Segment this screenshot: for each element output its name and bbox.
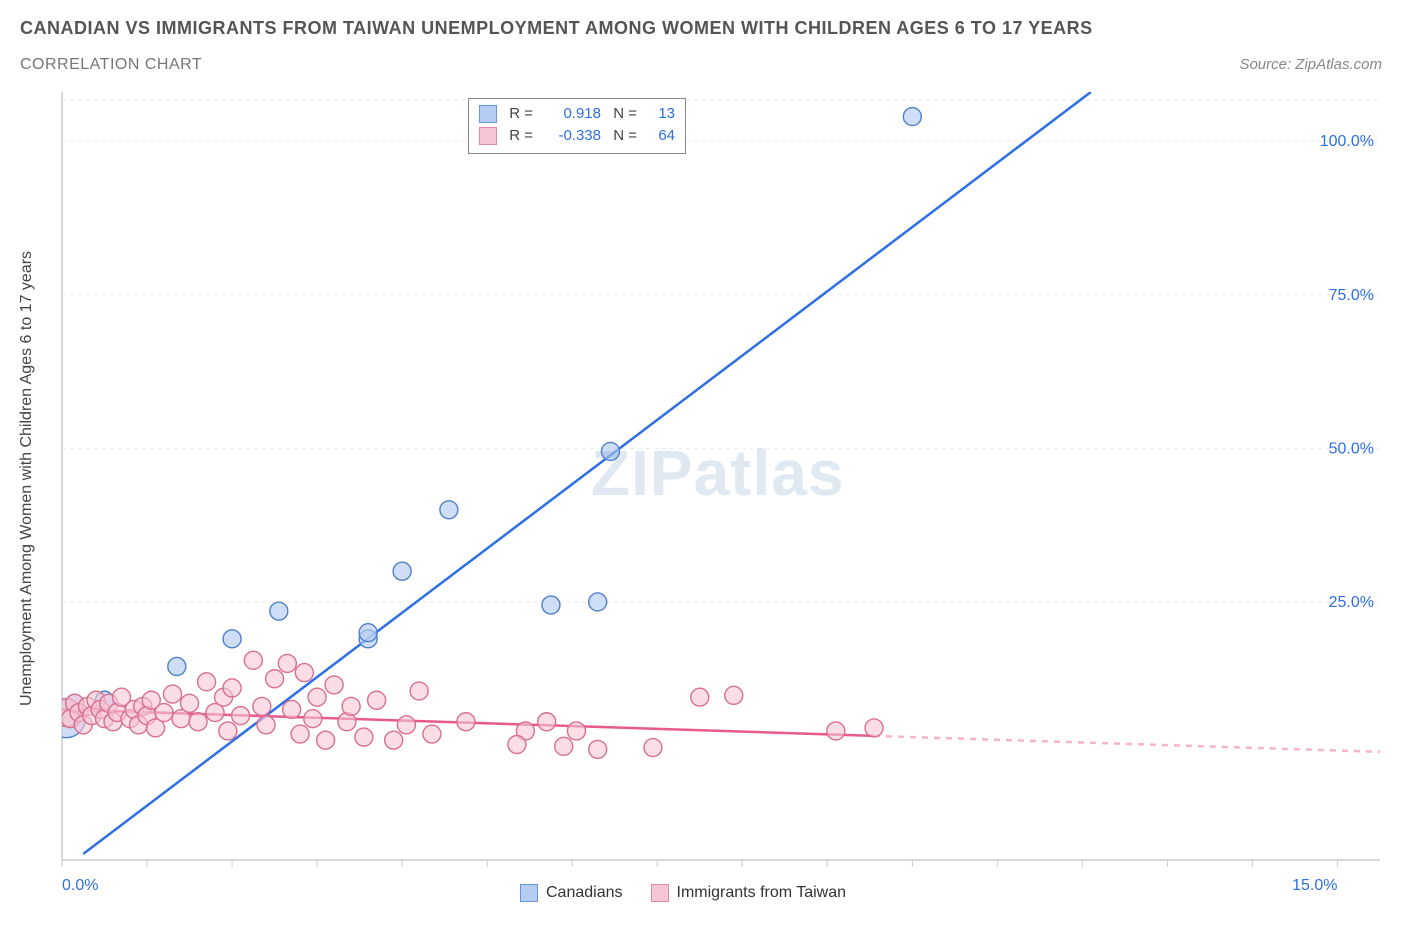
svg-text:75.0%: 75.0%	[1329, 287, 1374, 304]
legend-swatch-icon	[520, 884, 538, 902]
correlation-stats-box: R = 0.918 N = 13 R = -0.338 N = 64	[468, 98, 686, 154]
chart-container: CANADIAN VS IMMIGRANTS FROM TAIWAN UNEMP…	[0, 0, 1406, 930]
svg-text:50.0%: 50.0%	[1329, 440, 1374, 457]
stats-row: R = -0.338 N = 64	[479, 125, 675, 147]
scatter-chart: 0.0% 15.0% 25.0% 50.0% 75.0% 100.0%	[0, 0, 1406, 930]
n-value: 13	[645, 103, 675, 125]
legend-swatch-icon	[651, 884, 669, 902]
svg-text:15.0%: 15.0%	[1292, 877, 1337, 894]
legend-label: Immigrants from Taiwan	[677, 884, 847, 902]
n-label: N =	[609, 103, 637, 125]
r-label: R =	[505, 125, 533, 147]
legend-item: Immigrants from Taiwan	[651, 884, 847, 902]
series-swatch-icon	[479, 127, 497, 145]
svg-text:100.0%: 100.0%	[1320, 133, 1374, 150]
series-swatch-icon	[479, 105, 497, 123]
legend: Canadians Immigrants from Taiwan	[520, 884, 846, 902]
legend-label: Canadians	[546, 884, 623, 902]
svg-text:25.0%: 25.0%	[1329, 594, 1374, 611]
svg-text:0.0%: 0.0%	[62, 877, 98, 894]
r-value: 0.918	[541, 103, 601, 125]
r-value: -0.338	[541, 125, 601, 147]
n-label: N =	[609, 125, 637, 147]
n-value: 64	[645, 125, 675, 147]
r-label: R =	[505, 103, 533, 125]
legend-item: Canadians	[520, 884, 623, 902]
stats-row: R = 0.918 N = 13	[479, 103, 675, 125]
